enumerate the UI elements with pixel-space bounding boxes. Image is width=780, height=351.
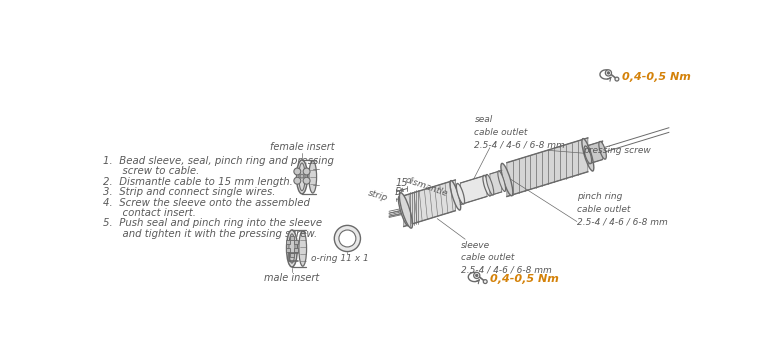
Circle shape [476, 274, 478, 277]
Text: pinch ring
cable outlet
2.5-4 / 4-6 / 6-8 mm: pinch ring cable outlet 2.5-4 / 4-6 / 6-… [577, 192, 668, 226]
Ellipse shape [296, 160, 307, 194]
Polygon shape [404, 180, 456, 226]
Text: 0,4-0,5 Nm: 0,4-0,5 Nm [490, 274, 558, 284]
Ellipse shape [299, 231, 307, 266]
Circle shape [605, 70, 612, 76]
Ellipse shape [486, 174, 494, 195]
Ellipse shape [582, 139, 594, 171]
Bar [290, 236, 294, 240]
Bar [294, 248, 298, 252]
Ellipse shape [299, 163, 305, 191]
Ellipse shape [450, 181, 461, 210]
Ellipse shape [501, 163, 512, 196]
Text: sleeve
cable outlet
2.5-4 / 4-6 / 6-8 mm: sleeve cable outlet 2.5-4 / 4-6 / 6-8 mm [461, 241, 552, 275]
Polygon shape [588, 141, 603, 164]
Text: o-ring 11 x 1: o-ring 11 x 1 [310, 254, 369, 263]
Text: 5: 5 [395, 187, 402, 197]
Ellipse shape [498, 171, 505, 192]
Circle shape [335, 225, 360, 252]
Ellipse shape [286, 230, 297, 267]
Ellipse shape [584, 146, 591, 164]
Circle shape [615, 77, 619, 81]
Text: 2.  Dismantle cable to 15 mm length.: 2. Dismantle cable to 15 mm length. [103, 177, 293, 187]
Ellipse shape [399, 193, 413, 228]
Text: 3.  Strip and connect single wires.: 3. Strip and connect single wires. [103, 187, 276, 197]
Text: screw to cable.: screw to cable. [103, 166, 200, 177]
Text: female insert: female insert [270, 142, 335, 152]
Circle shape [484, 280, 488, 284]
Text: 0,4-0,5 Nm: 0,4-0,5 Nm [622, 72, 690, 82]
Ellipse shape [599, 141, 606, 159]
Circle shape [303, 177, 310, 184]
Ellipse shape [289, 234, 295, 263]
Bar [294, 240, 298, 244]
Ellipse shape [483, 176, 491, 196]
Circle shape [300, 174, 304, 178]
Polygon shape [460, 175, 487, 205]
Ellipse shape [456, 184, 465, 204]
Text: male insert: male insert [264, 273, 320, 283]
Text: dismantle: dismantle [404, 176, 448, 199]
Text: and tighten it with the pressing screw.: and tighten it with the pressing screw. [103, 229, 317, 239]
Ellipse shape [399, 196, 410, 226]
Circle shape [339, 230, 356, 247]
Text: 1.  Bead sleeve, seal, pinch ring and pressing: 1. Bead sleeve, seal, pinch ring and pre… [103, 156, 334, 166]
Text: strip: strip [367, 188, 389, 203]
Circle shape [303, 168, 310, 175]
Bar [286, 248, 290, 252]
Polygon shape [490, 170, 502, 196]
Text: contact insert.: contact insert. [103, 208, 197, 218]
Text: pressing screw: pressing screw [583, 146, 651, 155]
Text: seal
cable outlet
2.5-4 / 4-6 / 6-8 mm: seal cable outlet 2.5-4 / 4-6 / 6-8 mm [474, 115, 566, 149]
Ellipse shape [309, 161, 317, 193]
Circle shape [608, 72, 610, 74]
Bar [286, 240, 290, 244]
Circle shape [473, 272, 480, 278]
Text: 15: 15 [395, 178, 408, 188]
Circle shape [294, 177, 301, 184]
Bar [290, 253, 294, 257]
Text: 5.  Push seal and pinch ring into the sleeve: 5. Push seal and pinch ring into the sle… [103, 218, 322, 229]
Polygon shape [507, 138, 588, 197]
Circle shape [294, 168, 301, 175]
Text: 4.  Screw the sleeve onto the assembled: 4. Screw the sleeve onto the assembled [103, 198, 310, 208]
